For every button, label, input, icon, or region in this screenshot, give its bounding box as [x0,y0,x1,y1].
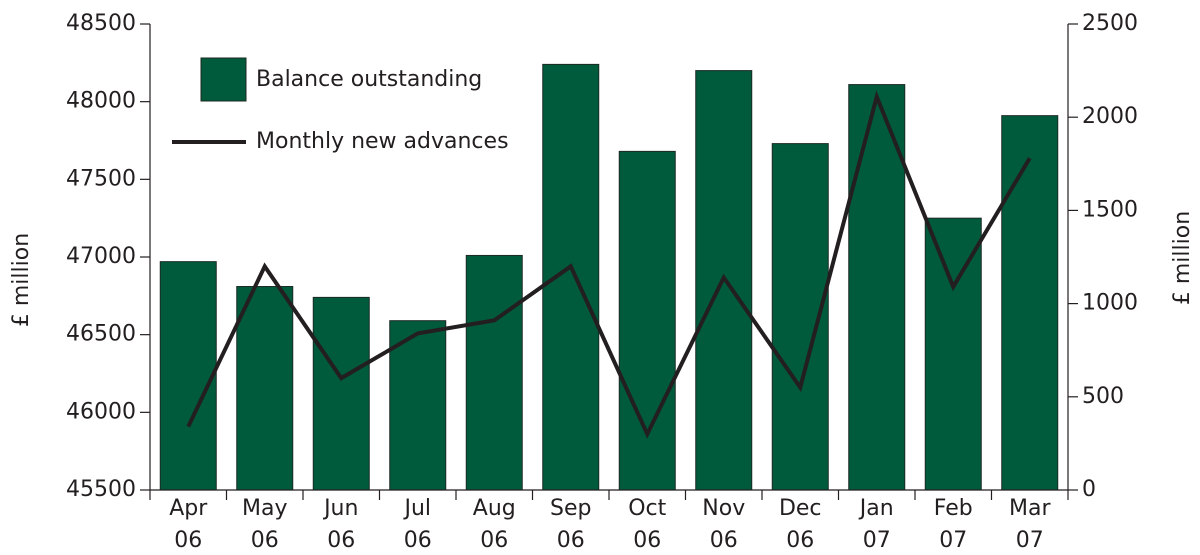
x-tick-label: 06 [174,528,202,553]
legend-swatch [200,57,247,102]
bar [542,63,600,491]
x-tick-label: 06 [710,528,738,553]
bar [924,217,982,491]
y-tick-label: 47500 [66,166,136,191]
legend-label: Monthly new advances [256,129,509,154]
x-tick-label: 06 [404,528,432,553]
x-tick-label: 06 [557,528,585,553]
x-tick-label: 07 [1016,528,1044,553]
bar [618,150,676,491]
bar [1001,115,1059,491]
y-tick-label: 45500 [66,477,136,502]
y-tick-label: 46000 [66,399,136,424]
x-tick-label: Jun [322,496,358,521]
bar [159,261,217,491]
y-tick-label: 47000 [66,244,136,269]
y2-tick-label: 2000 [1082,104,1138,129]
y-tick-label: 46500 [66,322,136,347]
legend-label: Balance outstanding [256,67,482,92]
y2-tick-label: 1000 [1082,291,1138,316]
x-tick-label: 07 [939,528,967,553]
x-tick-label: 06 [480,528,508,553]
x-tick-label: 06 [327,528,355,553]
y-tick-label: 48000 [66,89,136,114]
x-tick-label: Aug [473,496,516,521]
x-tick-label: Feb [934,496,973,521]
x-tick-label: Jul [402,496,431,521]
y2-tick-label: 0 [1082,477,1096,502]
y2-tick-label: 1500 [1082,197,1138,222]
x-tick-label: Nov [702,496,745,521]
bar [465,254,523,491]
x-tick-label: 06 [786,528,814,553]
x-tick-label: Mar [1009,496,1051,521]
x-tick-label: Sep [550,496,591,521]
y2-tick-label: 2500 [1082,11,1138,36]
bar [848,84,906,491]
x-tick-label: Dec [779,496,822,521]
line [186,90,1032,439]
x-tick-label: 06 [633,528,661,553]
x-tick-label: Oct [628,496,666,521]
x-tick-label: Apr [169,496,208,521]
bar [389,320,447,491]
y2-tick-label: 500 [1082,384,1124,409]
x-tick-label: May [242,496,287,521]
y-axis-label: £ million [9,233,34,327]
y2-axis-label: £ million [1170,211,1195,305]
bar [236,286,294,491]
x-tick-label: Jan [858,496,894,521]
x-tick-label: 07 [863,528,891,553]
bar [312,296,370,491]
x-tick-label: 06 [251,528,279,553]
y-tick-label: 48500 [66,11,136,36]
